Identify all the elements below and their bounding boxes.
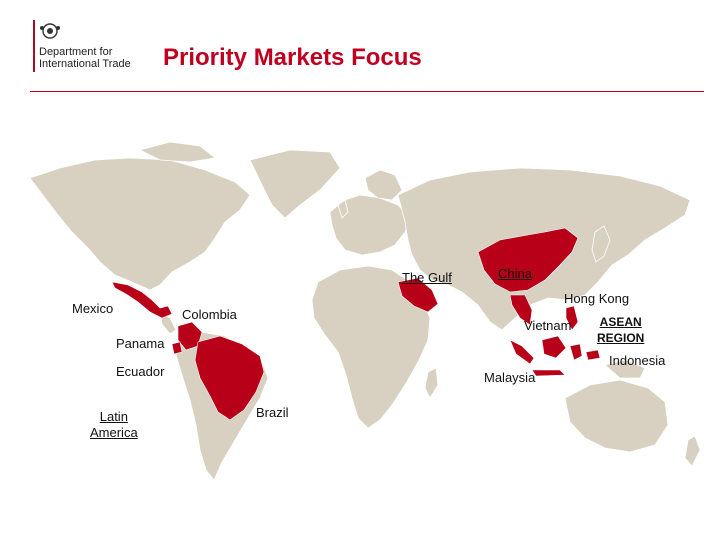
label-indonesia: Indonesia (609, 353, 666, 368)
land-arctic-islands (138, 141, 216, 163)
label-the-gulf: The Gulf (402, 270, 452, 285)
market-asean-east (585, 349, 601, 361)
label-hong-kong: Hong Kong (564, 291, 630, 306)
label-ecuador: Ecuador (116, 364, 165, 379)
market-asean-philippines (565, 305, 579, 331)
land-uk (337, 199, 349, 219)
land-madagascar (424, 367, 439, 399)
label-brazil: Brazil (256, 405, 289, 420)
label-panama: Panama (116, 336, 165, 351)
market-brazil (194, 335, 265, 421)
land-africa (311, 265, 431, 429)
land-scandinavia (364, 169, 403, 201)
land-australia (564, 379, 669, 453)
market-china (477, 227, 579, 293)
label-latin-line2: America (90, 425, 138, 440)
title-divider (30, 91, 704, 92)
land-papua (604, 359, 646, 379)
org-name-line2: International Trade (39, 58, 131, 70)
highlighted-markets (111, 227, 601, 421)
land-new-zealand (684, 435, 701, 467)
dit-logo: Department for International Trade (33, 20, 143, 75)
royal-crest-icon (40, 23, 60, 39)
label-asean-line1: ASEAN (599, 315, 642, 329)
org-name: Department for International Trade (39, 46, 131, 70)
market-asean-mainland (509, 294, 533, 326)
land-greenland (249, 149, 341, 219)
label-china: China (498, 266, 532, 281)
market-asean-sulawesi (569, 343, 583, 361)
land-europe (329, 194, 411, 256)
label-latin-america: Latin America (90, 409, 138, 441)
label-mexico: Mexico (72, 301, 114, 316)
label-vietnam: Vietnam (524, 318, 572, 333)
market-asean-java (531, 369, 566, 377)
market-mexico (111, 281, 173, 319)
label-asean-line2: REGION (597, 331, 645, 345)
logo-bar (33, 20, 35, 72)
market-ecuador (171, 341, 183, 355)
market-asean-borneo (541, 335, 567, 359)
market-gulf (397, 277, 439, 313)
label-malaysia: Malaysia (484, 370, 536, 385)
label-asean-region: ASEAN REGION (597, 314, 644, 346)
label-colombia: Colombia (182, 307, 237, 322)
land-north-america (29, 157, 251, 291)
page-title: Priority Markets Focus (163, 44, 422, 71)
market-asean-sumatra (509, 339, 535, 365)
org-name-line1: Department for (39, 46, 113, 58)
label-latin-line1: Latin (99, 409, 128, 424)
land-japan (591, 225, 611, 263)
